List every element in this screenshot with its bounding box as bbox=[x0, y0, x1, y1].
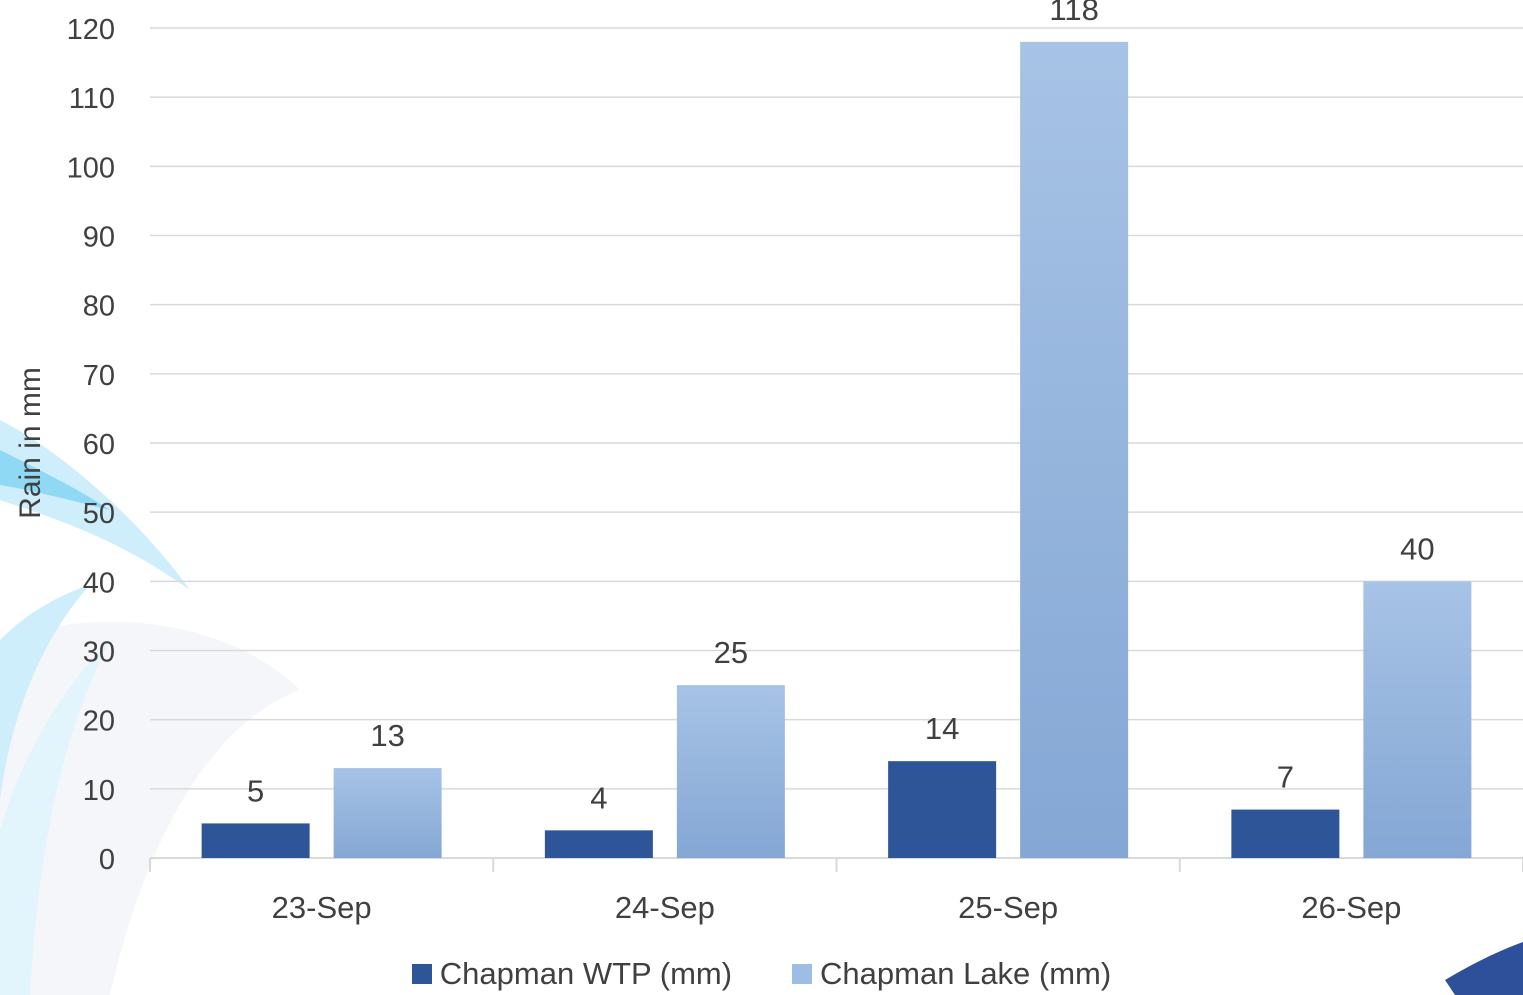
legend: Chapman WTP (mm) Chapman Lake (mm) bbox=[0, 952, 1523, 995]
bar-lake-23-Sep bbox=[333, 768, 442, 858]
bar-wtp-26-Sep bbox=[1231, 809, 1340, 858]
bar-wtp-23-Sep bbox=[201, 823, 310, 858]
background-decoration bbox=[0, 420, 1523, 995]
x-tick-label: 25-Sep bbox=[958, 890, 1058, 925]
y-axis-title: Rain in mm bbox=[14, 367, 47, 519]
y-tick-label: 120 bbox=[67, 14, 115, 46]
legend-item-wtp: Chapman WTP (mm) bbox=[411, 955, 733, 992]
x-tick-label: 23-Sep bbox=[272, 890, 372, 925]
data-label: 7 bbox=[1277, 760, 1294, 795]
legend-swatch-wtp bbox=[411, 963, 432, 984]
legend-swatch-lake bbox=[792, 963, 813, 984]
x-tick-label: 24-Sep bbox=[615, 890, 715, 925]
y-tick-label: 60 bbox=[83, 429, 115, 461]
y-tick-label: 40 bbox=[83, 567, 115, 599]
data-label: 14 bbox=[925, 711, 959, 746]
x-tick-label: 26-Sep bbox=[1301, 890, 1401, 925]
legend-label-lake: Chapman Lake (mm) bbox=[820, 955, 1112, 991]
y-tick-label: 50 bbox=[83, 498, 115, 530]
bar-lake-25-Sep bbox=[1020, 41, 1129, 859]
data-label: 4 bbox=[590, 780, 607, 815]
y-tick-label: 70 bbox=[83, 360, 115, 392]
data-label: 5 bbox=[247, 773, 264, 808]
y-tick-label: 20 bbox=[83, 706, 115, 738]
data-label: 13 bbox=[370, 718, 404, 753]
data-label: 118 bbox=[1049, 0, 1098, 27]
bar-wtp-25-Sep bbox=[888, 761, 997, 858]
y-tick-label: 100 bbox=[67, 152, 115, 184]
data-labels: 5 13 4 25 14 118 7 40 bbox=[247, 0, 1435, 815]
bar-wtp-24-Sep bbox=[544, 830, 653, 858]
legend-label-wtp: Chapman WTP (mm) bbox=[439, 955, 733, 991]
bar-lake-26-Sep bbox=[1363, 581, 1472, 858]
y-tick-label: 10 bbox=[83, 775, 115, 807]
y-tick-label: 30 bbox=[83, 637, 115, 669]
y-tick-label: 110 bbox=[69, 83, 115, 115]
gridlines bbox=[150, 27, 1523, 790]
axes: 0 10 20 30 40 50 60 70 80 90 100 110 120 23-Sep 24-Sep… bbox=[67, 14, 1523, 925]
y-tick-label: 90 bbox=[83, 222, 115, 254]
y-tick-label: 80 bbox=[83, 291, 115, 323]
bar-lake-24-Sep bbox=[676, 685, 785, 858]
bars bbox=[201, 41, 1472, 859]
y-tick-label: 0 bbox=[99, 844, 115, 876]
legend-item-lake: Chapman Lake (mm) bbox=[792, 956, 1111, 992]
data-label: 25 bbox=[714, 635, 748, 670]
data-label: 40 bbox=[1400, 531, 1434, 566]
